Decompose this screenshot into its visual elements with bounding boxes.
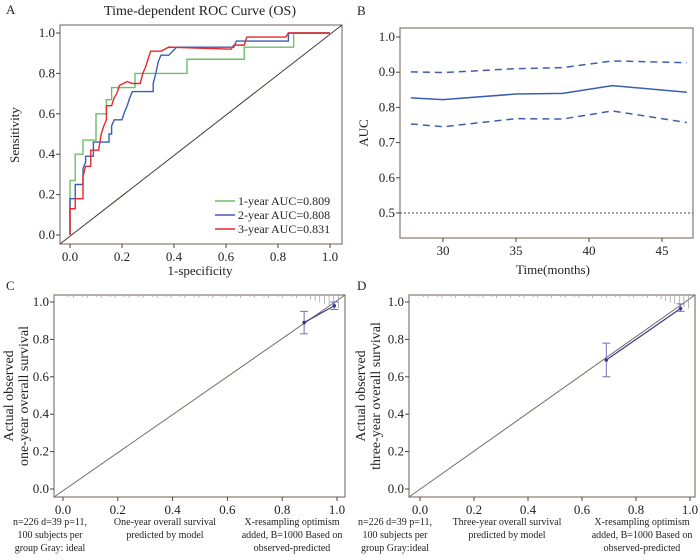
y-axis-label: Actual observed bbox=[2, 350, 17, 441]
panel-label: C bbox=[6, 278, 15, 293]
y-tick-label: 0.4 bbox=[388, 406, 405, 421]
panel-label: A bbox=[6, 2, 16, 17]
x-tick-label: 1.0 bbox=[682, 502, 698, 517]
y-tick-label: 0.5 bbox=[379, 205, 395, 220]
y-tick-label: 1.0 bbox=[388, 294, 404, 309]
x-axis-label: 1-specificity bbox=[168, 263, 233, 278]
x-tick-label: 0.2 bbox=[466, 502, 482, 517]
footer-note: predicted by model bbox=[468, 530, 545, 541]
y-tick-label: 1.0 bbox=[33, 294, 49, 309]
y-axis-label: AUC bbox=[356, 119, 371, 146]
calibration-point bbox=[332, 303, 337, 308]
auc-ci-line bbox=[410, 110, 687, 128]
x-tick-label: 0.0 bbox=[412, 502, 428, 517]
x-tick-label: 40 bbox=[583, 243, 596, 258]
footer-note: Three-year overall survival bbox=[453, 517, 562, 528]
x-axis-label: Time(months) bbox=[516, 262, 590, 277]
x-tick-label: 0.8 bbox=[270, 249, 286, 264]
footer-note: group Gray:ideal bbox=[361, 543, 429, 554]
y-tick-label: 0.8 bbox=[388, 331, 404, 346]
y-tick-label: 0.4 bbox=[39, 146, 56, 161]
y-tick-label: 0.8 bbox=[33, 331, 49, 346]
footer-note: predicted by model bbox=[126, 530, 203, 541]
y-tick-label: 0.8 bbox=[39, 65, 55, 80]
footer-note: X-resampling optimism bbox=[244, 517, 339, 528]
chart-title: Time-dependent ROC Curve (OS) bbox=[104, 4, 296, 19]
auc-ci-line bbox=[410, 60, 687, 74]
y-tick-label: 0.8 bbox=[379, 99, 395, 114]
plot-frame bbox=[408, 294, 696, 498]
calibration-point bbox=[604, 358, 609, 362]
y-tick-label: 0.4 bbox=[33, 406, 50, 421]
x-tick-label: 45 bbox=[656, 243, 669, 258]
y-tick-label: 0.6 bbox=[379, 170, 396, 185]
x-tick-label: 0.6 bbox=[574, 502, 591, 517]
ideal-line bbox=[408, 294, 696, 498]
auc-line bbox=[410, 84, 687, 101]
y-tick-label: 0.6 bbox=[39, 106, 56, 121]
x-tick-label: 0.8 bbox=[274, 502, 290, 517]
y-tick-label: 1.0 bbox=[39, 25, 55, 40]
footer-note: observed-predicted bbox=[254, 543, 331, 554]
plot-frame bbox=[53, 294, 346, 498]
footer-note: added, B=1000 Based on bbox=[592, 530, 693, 541]
footer-note: n=226 d=39 p=11, bbox=[13, 517, 87, 528]
footer-note: 100 subjects per bbox=[363, 530, 429, 541]
panel-label: B bbox=[357, 3, 366, 18]
roc-curve-1 bbox=[69, 32, 330, 235]
roc-curve-2 bbox=[69, 32, 330, 235]
y-tick-label: 0.2 bbox=[33, 444, 49, 459]
x-tick-label: 1.0 bbox=[322, 249, 338, 264]
calibration-line bbox=[605, 308, 681, 361]
x-tick-label: 0.6 bbox=[218, 249, 235, 264]
x-tick-label: 0.6 bbox=[219, 502, 236, 517]
x-tick-label: 0.4 bbox=[166, 249, 183, 264]
y-tick-label: 0.6 bbox=[388, 369, 405, 384]
y-tick-label: 0.7 bbox=[379, 135, 396, 150]
legend-label: 2-year AUC=0.808 bbox=[238, 208, 330, 222]
x-tick-label: 30 bbox=[437, 243, 450, 258]
footer-note: observed-predicted bbox=[604, 543, 681, 554]
footer-note: One-year overall survival bbox=[114, 517, 216, 528]
y-tick-label: 0.0 bbox=[39, 227, 55, 242]
x-tick-label: 0.4 bbox=[164, 502, 181, 517]
y-tick-label: 0.0 bbox=[33, 481, 49, 496]
y-tick-label: 0.2 bbox=[388, 444, 404, 459]
y-tick-label: 0.0 bbox=[388, 481, 404, 496]
y-tick-label: 0.6 bbox=[33, 369, 50, 384]
x-tick-label: 35 bbox=[510, 243, 523, 258]
x-tick-label: 0.2 bbox=[110, 502, 126, 517]
footer-note: added, B=1000 Based on bbox=[242, 530, 343, 541]
legend-label: 1-year AUC=0.809 bbox=[238, 194, 330, 208]
ideal-line bbox=[53, 294, 346, 498]
x-tick-label: 0.0 bbox=[62, 249, 78, 264]
calibration-point bbox=[302, 320, 306, 325]
x-tick-label: 0.8 bbox=[628, 502, 644, 517]
y-axis-label: Sensitivity bbox=[7, 107, 22, 163]
x-tick-label: 0.2 bbox=[114, 249, 130, 264]
y-tick-label: 0.9 bbox=[379, 64, 395, 79]
calibration-line bbox=[303, 305, 335, 324]
footer-note: group Gray: ideal bbox=[15, 543, 86, 554]
y-tick-label: 1.0 bbox=[379, 29, 395, 44]
y-axis-label: three-year overall survival bbox=[369, 322, 384, 470]
footer-note: 100 subjects per bbox=[18, 530, 84, 541]
y-axis-label: Actual observed bbox=[354, 350, 369, 441]
roc-curve-3 bbox=[69, 32, 330, 235]
footer-note: X-resampling optimism bbox=[594, 517, 689, 528]
panel-label: D bbox=[357, 278, 366, 293]
reference-diagonal bbox=[59, 24, 343, 245]
plot-frame bbox=[59, 24, 343, 245]
x-tick-label: 0.4 bbox=[520, 502, 537, 517]
x-tick-label: 1.0 bbox=[329, 502, 345, 517]
y-tick-label: 0.2 bbox=[39, 187, 55, 202]
x-tick-label: 0.0 bbox=[55, 502, 71, 517]
plot-frame bbox=[399, 27, 694, 239]
y-axis-label: one-year overall survival bbox=[17, 326, 32, 466]
legend-label: 3-year AUC=0.831 bbox=[238, 222, 330, 236]
footer-note: n=226 d=39 p=11, bbox=[358, 517, 432, 528]
calibration-point bbox=[678, 306, 683, 311]
